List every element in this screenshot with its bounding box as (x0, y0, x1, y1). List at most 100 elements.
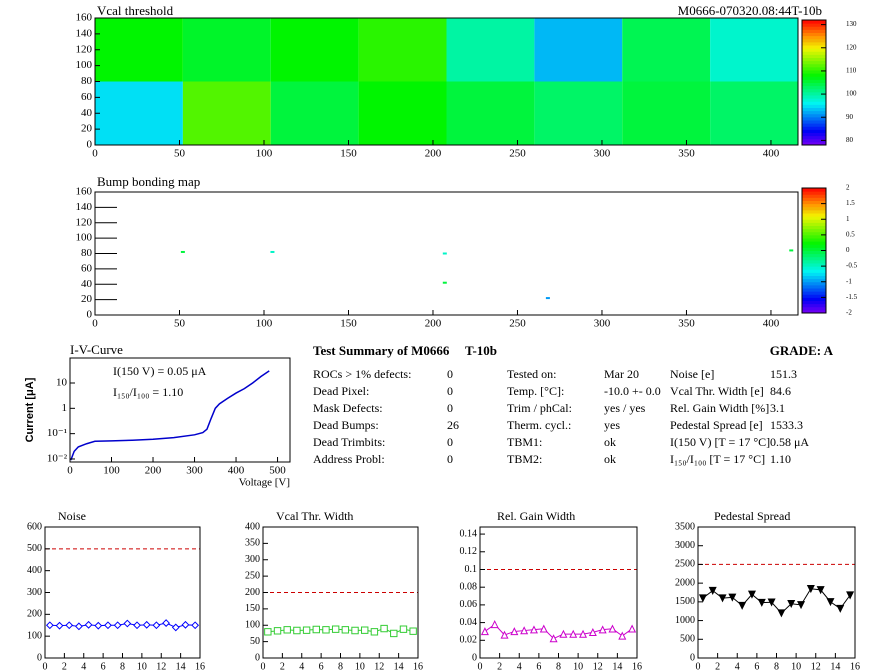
y-tick-label: 0.12 (460, 546, 478, 557)
x-tick-label: 16 (413, 661, 423, 672)
heatmap-cell (182, 18, 271, 82)
colorbar-step (802, 206, 826, 211)
heatmap-cell (710, 81, 798, 145)
summary-label: Temp. [°C]: (507, 384, 564, 398)
colorbar-step (802, 228, 826, 233)
colorbar-step (802, 88, 826, 93)
colorbar-frame (801, 19, 827, 146)
heatmap-cell (446, 81, 535, 145)
colorbar-step (802, 309, 826, 314)
summary-module: T-10b (465, 343, 497, 358)
y-tick-label: 100 (76, 59, 93, 71)
y-tick-label: 500 (27, 543, 42, 554)
colorbar-step (802, 132, 826, 137)
colorbar-label: 2 (846, 184, 850, 192)
y-tick-label: 0.02 (460, 635, 478, 646)
y-tick-label: 100 (76, 232, 93, 244)
colorbar-label: -2 (846, 309, 852, 317)
marker (191, 621, 200, 630)
y-tick-label: 140 (76, 201, 93, 213)
y-tick-label: 600 (27, 521, 42, 532)
colorbar-step (802, 35, 826, 40)
marker (273, 627, 282, 635)
y-tick-label: 200 (27, 609, 42, 620)
marker (757, 598, 766, 607)
x-tick-label: 12 (811, 661, 821, 672)
marker (728, 593, 737, 602)
data-line (49, 622, 196, 628)
x-tick-label: 14 (830, 661, 840, 672)
y-tick-label: 200 (245, 587, 260, 598)
data-line (484, 623, 633, 640)
colorbar-label: 90 (846, 113, 854, 121)
x-tick-label: 150 (340, 318, 357, 330)
marker (283, 626, 291, 634)
marker (162, 619, 171, 627)
marker (113, 621, 122, 630)
y-tick-label: 0 (690, 652, 695, 663)
summary-label: Tested on: (507, 367, 556, 381)
summary-label: Mask Defects: (313, 401, 383, 415)
x-tick-label: 2 (280, 661, 285, 672)
marker (718, 594, 727, 603)
colorbar-label: 1 (846, 215, 850, 223)
y-tick-label: 1500 (675, 596, 695, 607)
chart-title: Noise (58, 509, 86, 523)
y-tick-label: 0 (255, 652, 260, 663)
x-tick-label: 4 (299, 661, 304, 672)
colorbar-step (802, 63, 826, 68)
x-tick-label: 200 (425, 318, 442, 330)
y-tick-label: 0.14 (460, 528, 478, 539)
marker (361, 626, 369, 634)
colorbar-step (802, 20, 826, 24)
y-tick-label: 50 (250, 636, 260, 647)
summary-label: TBM2: (507, 452, 542, 466)
heatmap-cell (95, 81, 183, 145)
y-tick-label: 0 (472, 652, 477, 663)
summary-value: -10.0 +- 0.0 (604, 384, 661, 398)
colorbar-label: 1.5 (846, 199, 855, 207)
colorbar-label: 0.5 (846, 230, 855, 238)
summary-label: I(150 V) [T = 17 °C] (670, 435, 770, 449)
y-tick-label: 60 (81, 91, 93, 103)
colorbar-step (802, 263, 826, 267)
summary-label: Noise [e] (670, 367, 714, 381)
x-tick-label: 300 (186, 465, 203, 477)
summary-label: Dead Trimbits: (313, 435, 385, 449)
x-tick-label: 400 (763, 318, 780, 330)
x-tick-label: 300 (594, 148, 611, 160)
x-tick-label: 16 (195, 661, 205, 672)
x-tick-label: 100 (103, 465, 120, 477)
summary-label: Therm. cycl.: (507, 418, 571, 432)
summary-title: Test Summary of M0666 (313, 343, 450, 358)
x-tick-label: 200 (425, 148, 442, 160)
summary-value: 1533.3 (770, 418, 803, 432)
x-tick-label: 8 (338, 661, 343, 672)
summary-value: 84.6 (770, 384, 791, 398)
x-tick-label: 300 (594, 318, 611, 330)
y-tick-label: 0 (87, 139, 93, 151)
colorbar-step (802, 91, 826, 96)
summary-label: Trim / phCal: (507, 401, 572, 415)
x-tick-label: 150 (340, 148, 357, 160)
y-tick-label: 20 (81, 123, 93, 135)
marker (767, 598, 776, 607)
marker (510, 627, 519, 636)
x-tick-label: 0 (478, 661, 483, 672)
summary-value: ok (604, 452, 616, 466)
marker (698, 594, 707, 603)
pixel (789, 249, 794, 252)
marker (123, 619, 132, 628)
pixel (442, 252, 447, 255)
colorbar-step (802, 216, 826, 220)
colorbar-step (802, 26, 826, 30)
y-tick-label: 1000 (675, 615, 695, 626)
x-tick-label: 10 (573, 661, 583, 672)
colorbar-step (802, 135, 826, 140)
x-tick-label: 250 (509, 148, 526, 160)
colorbar-step (802, 306, 826, 311)
marker (380, 624, 388, 633)
marker (104, 621, 112, 630)
marker (846, 591, 855, 600)
